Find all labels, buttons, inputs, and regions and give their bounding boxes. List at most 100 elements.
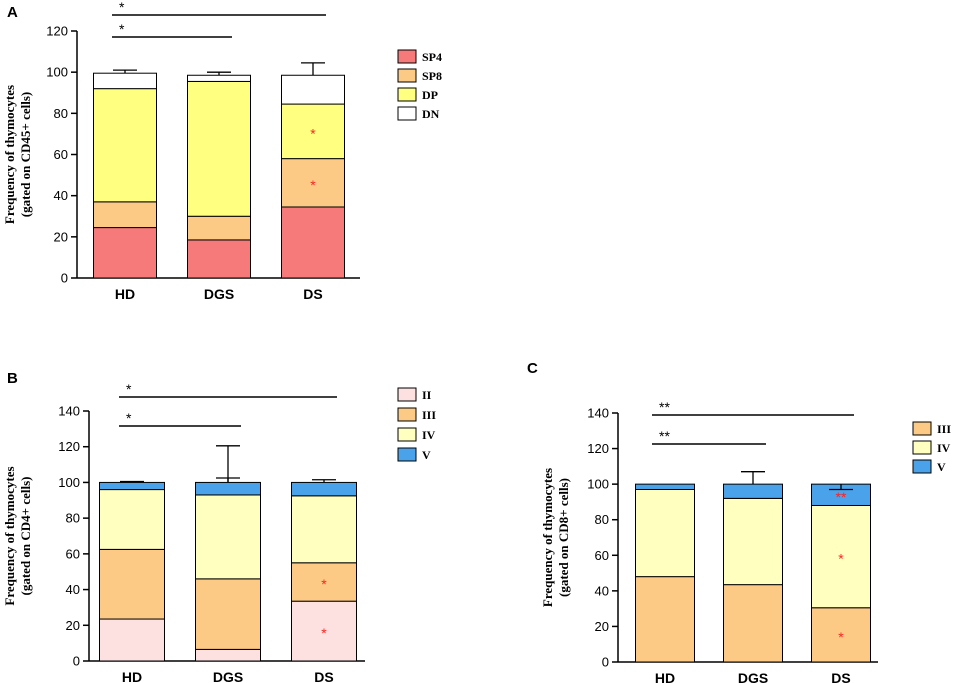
y-tick-label-b: 0 (73, 654, 80, 669)
y-tick-label-b: 80 (66, 511, 80, 526)
bar-segment-a-dgs-dn (187, 74, 251, 82)
x-tick-label-b-ds: DS (314, 669, 333, 683)
y-tick-label-c: 100 (587, 477, 609, 492)
bar-segment-b-hd-ii (99, 618, 165, 662)
y-axis-subtitle-b: (gated on CD4+ cells) (18, 477, 33, 596)
panel-letter-a: A (7, 4, 18, 21)
bar-segment-b-ds-iv (291, 495, 357, 564)
bar-segment-b-ds-ii (291, 600, 357, 662)
significance-star-b-ds-ii: * (321, 625, 327, 641)
bar-segment-a-hd-sp4 (93, 227, 157, 279)
y-tick-label-c: 40 (595, 583, 609, 598)
legend-label-b-v: V (422, 448, 431, 462)
significance-star-b-ds-iii: * (321, 576, 327, 592)
bar-segment-c-hd-iv (635, 488, 695, 578)
comparison-label-c-hd-ds: ** (659, 399, 670, 415)
legend-label-a-sp4: SP4 (422, 50, 442, 64)
x-tick-label-b-hd: HD (122, 669, 142, 683)
x-tick-label-a-dgs: DGS (204, 286, 234, 302)
x-tick-label-a-ds: DS (303, 286, 322, 302)
comparison-label-c-hd-dgs: ** (659, 428, 670, 444)
bar-segment-c-hd-iii (635, 576, 695, 663)
y-tick-label-c: 0 (602, 655, 609, 670)
y-tick-label-a: 40 (54, 188, 68, 203)
y-tick-label-b: 60 (66, 546, 80, 561)
y-tick-label-c: 120 (587, 441, 609, 456)
legend-swatch-c-v (912, 459, 932, 474)
legend-swatch-b-iii (397, 407, 417, 422)
bar-segment-c-dgs-iii (723, 584, 783, 663)
bar-segment-b-hd-iv (99, 489, 165, 550)
x-tick-label-c-hd: HD (655, 670, 675, 683)
legend-swatch-a-sp4 (397, 49, 417, 64)
legend-label-b-iii: III (422, 408, 436, 422)
y-tick-label-b: 140 (58, 404, 80, 419)
y-axis-title-a: Frequency of thymocytes (2, 85, 17, 224)
legend-swatch-c-iii (912, 421, 932, 436)
x-tick-label-a-hd: HD (115, 286, 135, 302)
legend-swatch-b-v (397, 447, 417, 462)
bar-segment-b-dgs-ii (195, 648, 261, 662)
legend-label-c-v: V (937, 460, 946, 474)
bar-segment-a-ds-sp4 (281, 206, 345, 279)
bar-segment-b-dgs-iv (195, 494, 261, 580)
chart-panel-b: B Frequency of thymocytes (gated on CD4+ c… (2, 370, 436, 683)
x-tick-label-c-ds: DS (831, 670, 850, 683)
legend-swatch-c-iv (912, 440, 932, 455)
chart-panel-c: C Frequency of thymocytes (gated on CD8+ c… (527, 360, 951, 683)
bar-segment-b-dgs-iii (195, 578, 261, 650)
bar-segment-c-ds-iv (811, 504, 871, 609)
legend-swatch-a-dp (397, 87, 417, 102)
bar-segment-b-dgs-v (195, 481, 261, 496)
comparison-label-b-hd-ds: * (126, 381, 132, 397)
bar-segment-a-dgs-dp (187, 80, 251, 217)
bar-segment-b-ds-iii (291, 562, 357, 602)
significance-star-c-ds-v: ** (836, 489, 847, 505)
y-tick-label-b: 100 (58, 475, 80, 490)
comparison-label-a-hd-dgs: * (119, 21, 125, 37)
bar-segment-a-ds-dn (281, 74, 345, 105)
y-tick-label-b: 120 (58, 439, 80, 454)
bar-segment-a-hd-dn (93, 72, 157, 90)
legend-label-a-sp8: SP8 (422, 69, 442, 83)
bar-segment-b-hd-v (99, 481, 165, 491)
panel-letter-c: C (527, 360, 538, 377)
y-tick-label-c: 20 (595, 619, 609, 634)
legend-swatch-a-sp8 (397, 68, 417, 83)
x-tick-label-c-dgs: DGS (738, 670, 768, 683)
bar-segment-a-hd-sp8 (93, 201, 157, 229)
significance-star-a-ds-sp8: * (310, 177, 316, 193)
y-axis-title-c: Frequency of thymocytes (540, 468, 555, 607)
chart-panel-a: A Frequency of thymocytes (gated on CD45+ … (2, 0, 442, 302)
comparison-label-b-hd-dgs: * (126, 410, 132, 426)
bar-segment-a-ds-sp8 (281, 158, 345, 208)
legend-swatch-b-ii (397, 387, 417, 402)
y-tick-label-a: 0 (61, 271, 68, 286)
legend-label-b-iv: IV (422, 428, 436, 442)
y-tick-label-a: 100 (46, 65, 68, 80)
y-tick-label-b: 20 (66, 618, 80, 633)
legend-swatch-b-iv (397, 427, 417, 442)
y-tick-label-a: 120 (46, 24, 68, 39)
y-axis-subtitle-c: (gated on CD8+ cells) (556, 478, 571, 597)
y-tick-label-a: 80 (54, 106, 68, 121)
bar-segment-c-hd-v (635, 483, 695, 490)
bar-segment-a-dgs-sp4 (187, 239, 251, 279)
legend-swatch-a-dn (397, 106, 417, 121)
significance-star-a-ds-dp: * (310, 125, 316, 141)
x-tick-label-b-dgs: DGS (213, 669, 243, 683)
bar-segment-a-ds-dp (281, 103, 345, 160)
significance-star-c-ds-iv: * (838, 551, 844, 567)
y-tick-label-a: 60 (54, 147, 68, 162)
bar-segment-a-hd-dp (93, 88, 157, 203)
legend-label-a-dp: DP (422, 88, 438, 102)
bar-segment-b-hd-iii (99, 548, 165, 620)
y-axis-title-b: Frequency of thymocytes (2, 466, 17, 605)
panel-letter-b: B (7, 370, 18, 387)
bar-segment-a-dgs-sp8 (187, 215, 251, 241)
legend-label-b-ii: II (422, 388, 432, 402)
y-tick-label-c: 80 (595, 512, 609, 527)
bar-segment-b-ds-v (291, 481, 357, 497)
y-tick-label-a: 20 (54, 229, 68, 244)
